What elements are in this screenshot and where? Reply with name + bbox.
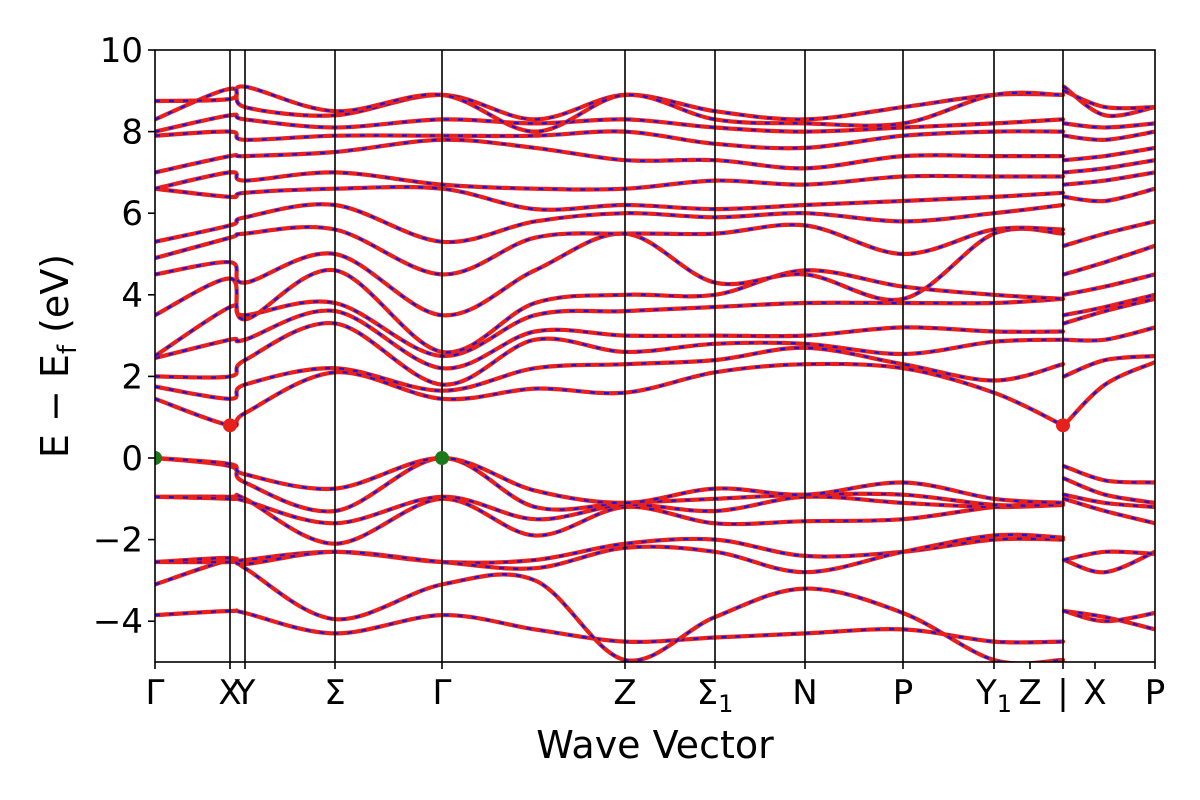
- band-5-b-overlay: [1063, 497, 1155, 525]
- x-tick-label-9: P: [893, 673, 914, 713]
- x-tick-label-4: Σ: [324, 673, 345, 713]
- band-24-b-overlay: [1063, 89, 1155, 110]
- band-9-b-overlay: [1063, 361, 1155, 427]
- x-tick-label-3: Y: [234, 673, 256, 713]
- band-2-a-overlay: [155, 557, 1064, 662]
- band-8-b-overlay: [1063, 465, 1155, 484]
- x-tick-label-11: Z: [1018, 673, 1041, 713]
- band-6-a-overlay: [155, 495, 1064, 525]
- y-tick-label-6: 6: [121, 194, 143, 234]
- x-tick-label-6: Z: [613, 673, 636, 713]
- x-tick-label-8: N: [792, 673, 817, 713]
- band-2-a: [155, 556, 1066, 662]
- bands-group: [155, 84, 1155, 662]
- band-21-a-overlay: [155, 130, 1064, 150]
- y-axis-title: E − Ef (eV): [33, 254, 83, 458]
- band-11-b: [1061, 325, 1155, 343]
- y-axis-title-main: E − E: [33, 354, 77, 458]
- band-18-b: [1061, 170, 1155, 187]
- cbm-marker-3: [223, 418, 237, 433]
- band-7-b-overlay: [1063, 477, 1155, 504]
- cbm-marker-4: [1056, 418, 1070, 433]
- band-12-b-overlay: [1063, 297, 1155, 325]
- y-tick-label-8: 10: [100, 31, 143, 71]
- band-10-b-overlay: [1063, 354, 1155, 378]
- band-21-b: [1061, 129, 1155, 142]
- band-1-a-overlay: [155, 609, 1064, 644]
- x-tick-label-13: X: [1083, 673, 1106, 713]
- y-tick-label-1: −4: [93, 602, 143, 642]
- band-12-a-overlay: [155, 309, 1064, 370]
- band-23-b-overlay: [1063, 85, 1155, 118]
- band-20-a: [155, 137, 1066, 175]
- band-8-a-overlay: [155, 456, 1064, 505]
- vbm-marker-2: [435, 451, 449, 465]
- x-tick-label-10: Y1: [975, 673, 1012, 718]
- band-18-a-overlay: [155, 185, 1064, 211]
- x-tick-label-14: P: [1145, 673, 1166, 713]
- band-16-a: [155, 222, 1066, 277]
- band-11-a: [155, 321, 1066, 387]
- x-axis-ticks: Γ XY Σ Γ Z Σ1 N P Y1 Z | X P: [146, 662, 1166, 718]
- x-tick-label-7: Σ1: [697, 673, 734, 718]
- band-20-a-overlay: [155, 138, 1063, 174]
- band-15-a-overlay: [155, 227, 1064, 317]
- band-19-a-overlay: [155, 171, 1063, 191]
- band-19-b: [1061, 158, 1155, 175]
- band-6-b: [1061, 492, 1155, 510]
- y-axis-title-sub: f: [53, 344, 83, 354]
- band-15-b-overlay: [1063, 244, 1155, 276]
- band-17-b: [1061, 186, 1155, 204]
- band-8-b: [1061, 464, 1155, 485]
- band-20-b: [1061, 145, 1155, 163]
- band-13-b: [1061, 292, 1155, 318]
- y-tick-label-7: 8: [121, 113, 143, 153]
- band-2-b-overlay: [1063, 609, 1155, 623]
- vbm-marker-1: [155, 451, 162, 465]
- band-3-b-overlay: [1063, 550, 1155, 574]
- kpoint-lines: [229, 50, 1064, 662]
- band-21-a: [155, 129, 1066, 151]
- y-tick-label-4: 2: [121, 357, 143, 397]
- band-16-b-overlay: [1063, 220, 1155, 247]
- band-14-b: [1061, 272, 1155, 297]
- y-tick-label-3: 0: [121, 439, 143, 479]
- band-22-a-overlay: [155, 113, 1064, 133]
- x-tick-label-5: Γ: [433, 673, 452, 713]
- x-tick-label-1: Γ: [146, 673, 165, 713]
- plot-frame: [154, 49, 1156, 663]
- y-tick-label-2: −2: [93, 521, 143, 561]
- x-axis-title: Wave Vector: [536, 723, 774, 767]
- band-22-b: [1061, 121, 1155, 130]
- y-axis-ticks: −4 −2 0 2 4 6 8 10: [93, 31, 155, 642]
- x-tick-label-2: X: [218, 673, 241, 713]
- y-axis-title-unit: (eV): [33, 254, 77, 345]
- extrema-markers: [155, 418, 1070, 465]
- x-tick-label-12: |: [1057, 673, 1068, 713]
- band-4-b: [1061, 549, 1155, 563]
- y-tick-label-5: 4: [121, 276, 143, 316]
